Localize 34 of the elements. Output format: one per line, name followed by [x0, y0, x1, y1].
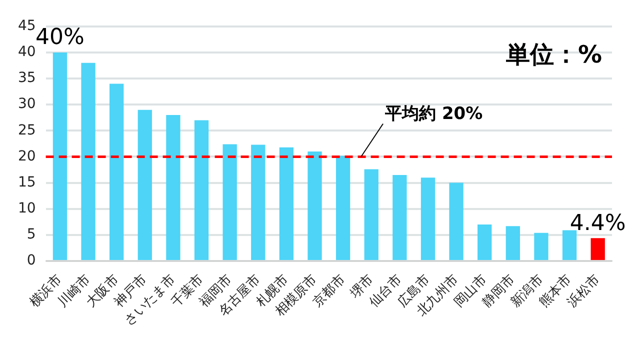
bar	[110, 84, 124, 260]
bar	[52, 52, 68, 260]
bar	[420, 178, 436, 260]
y-tick-label: 0	[26, 252, 36, 269]
bar	[534, 232, 548, 260]
y-tick-label: 40	[18, 44, 36, 60]
bar	[336, 156, 350, 260]
ref-line-label: 平均約 20%	[384, 104, 483, 124]
bar	[194, 120, 209, 260]
data-label: 4.4%	[570, 210, 626, 236]
y-tick-label: 10	[18, 200, 36, 217]
y-tick-label: 30	[18, 96, 36, 112]
annotation: 単位：%	[504, 40, 602, 69]
bar	[562, 230, 577, 260]
bar	[166, 115, 180, 260]
y-tick-label: 45	[18, 18, 36, 34]
y-tick-label: 25	[18, 122, 36, 138]
bar	[222, 144, 237, 260]
bar	[392, 174, 407, 260]
bar	[81, 62, 96, 260]
bar	[308, 152, 322, 260]
data-label: 40%	[36, 25, 84, 50]
y-tick-label: 35	[18, 70, 36, 86]
y-tick-label: 5	[26, 226, 36, 243]
y-tick-label: 15	[18, 174, 36, 190]
bar	[506, 226, 520, 260]
bar	[449, 182, 464, 260]
bar	[138, 110, 152, 260]
bar	[478, 224, 492, 260]
bar	[590, 238, 605, 260]
bar	[364, 169, 378, 260]
y-tick-label: 20	[18, 148, 36, 164]
bar	[279, 147, 294, 260]
bar	[251, 144, 266, 260]
